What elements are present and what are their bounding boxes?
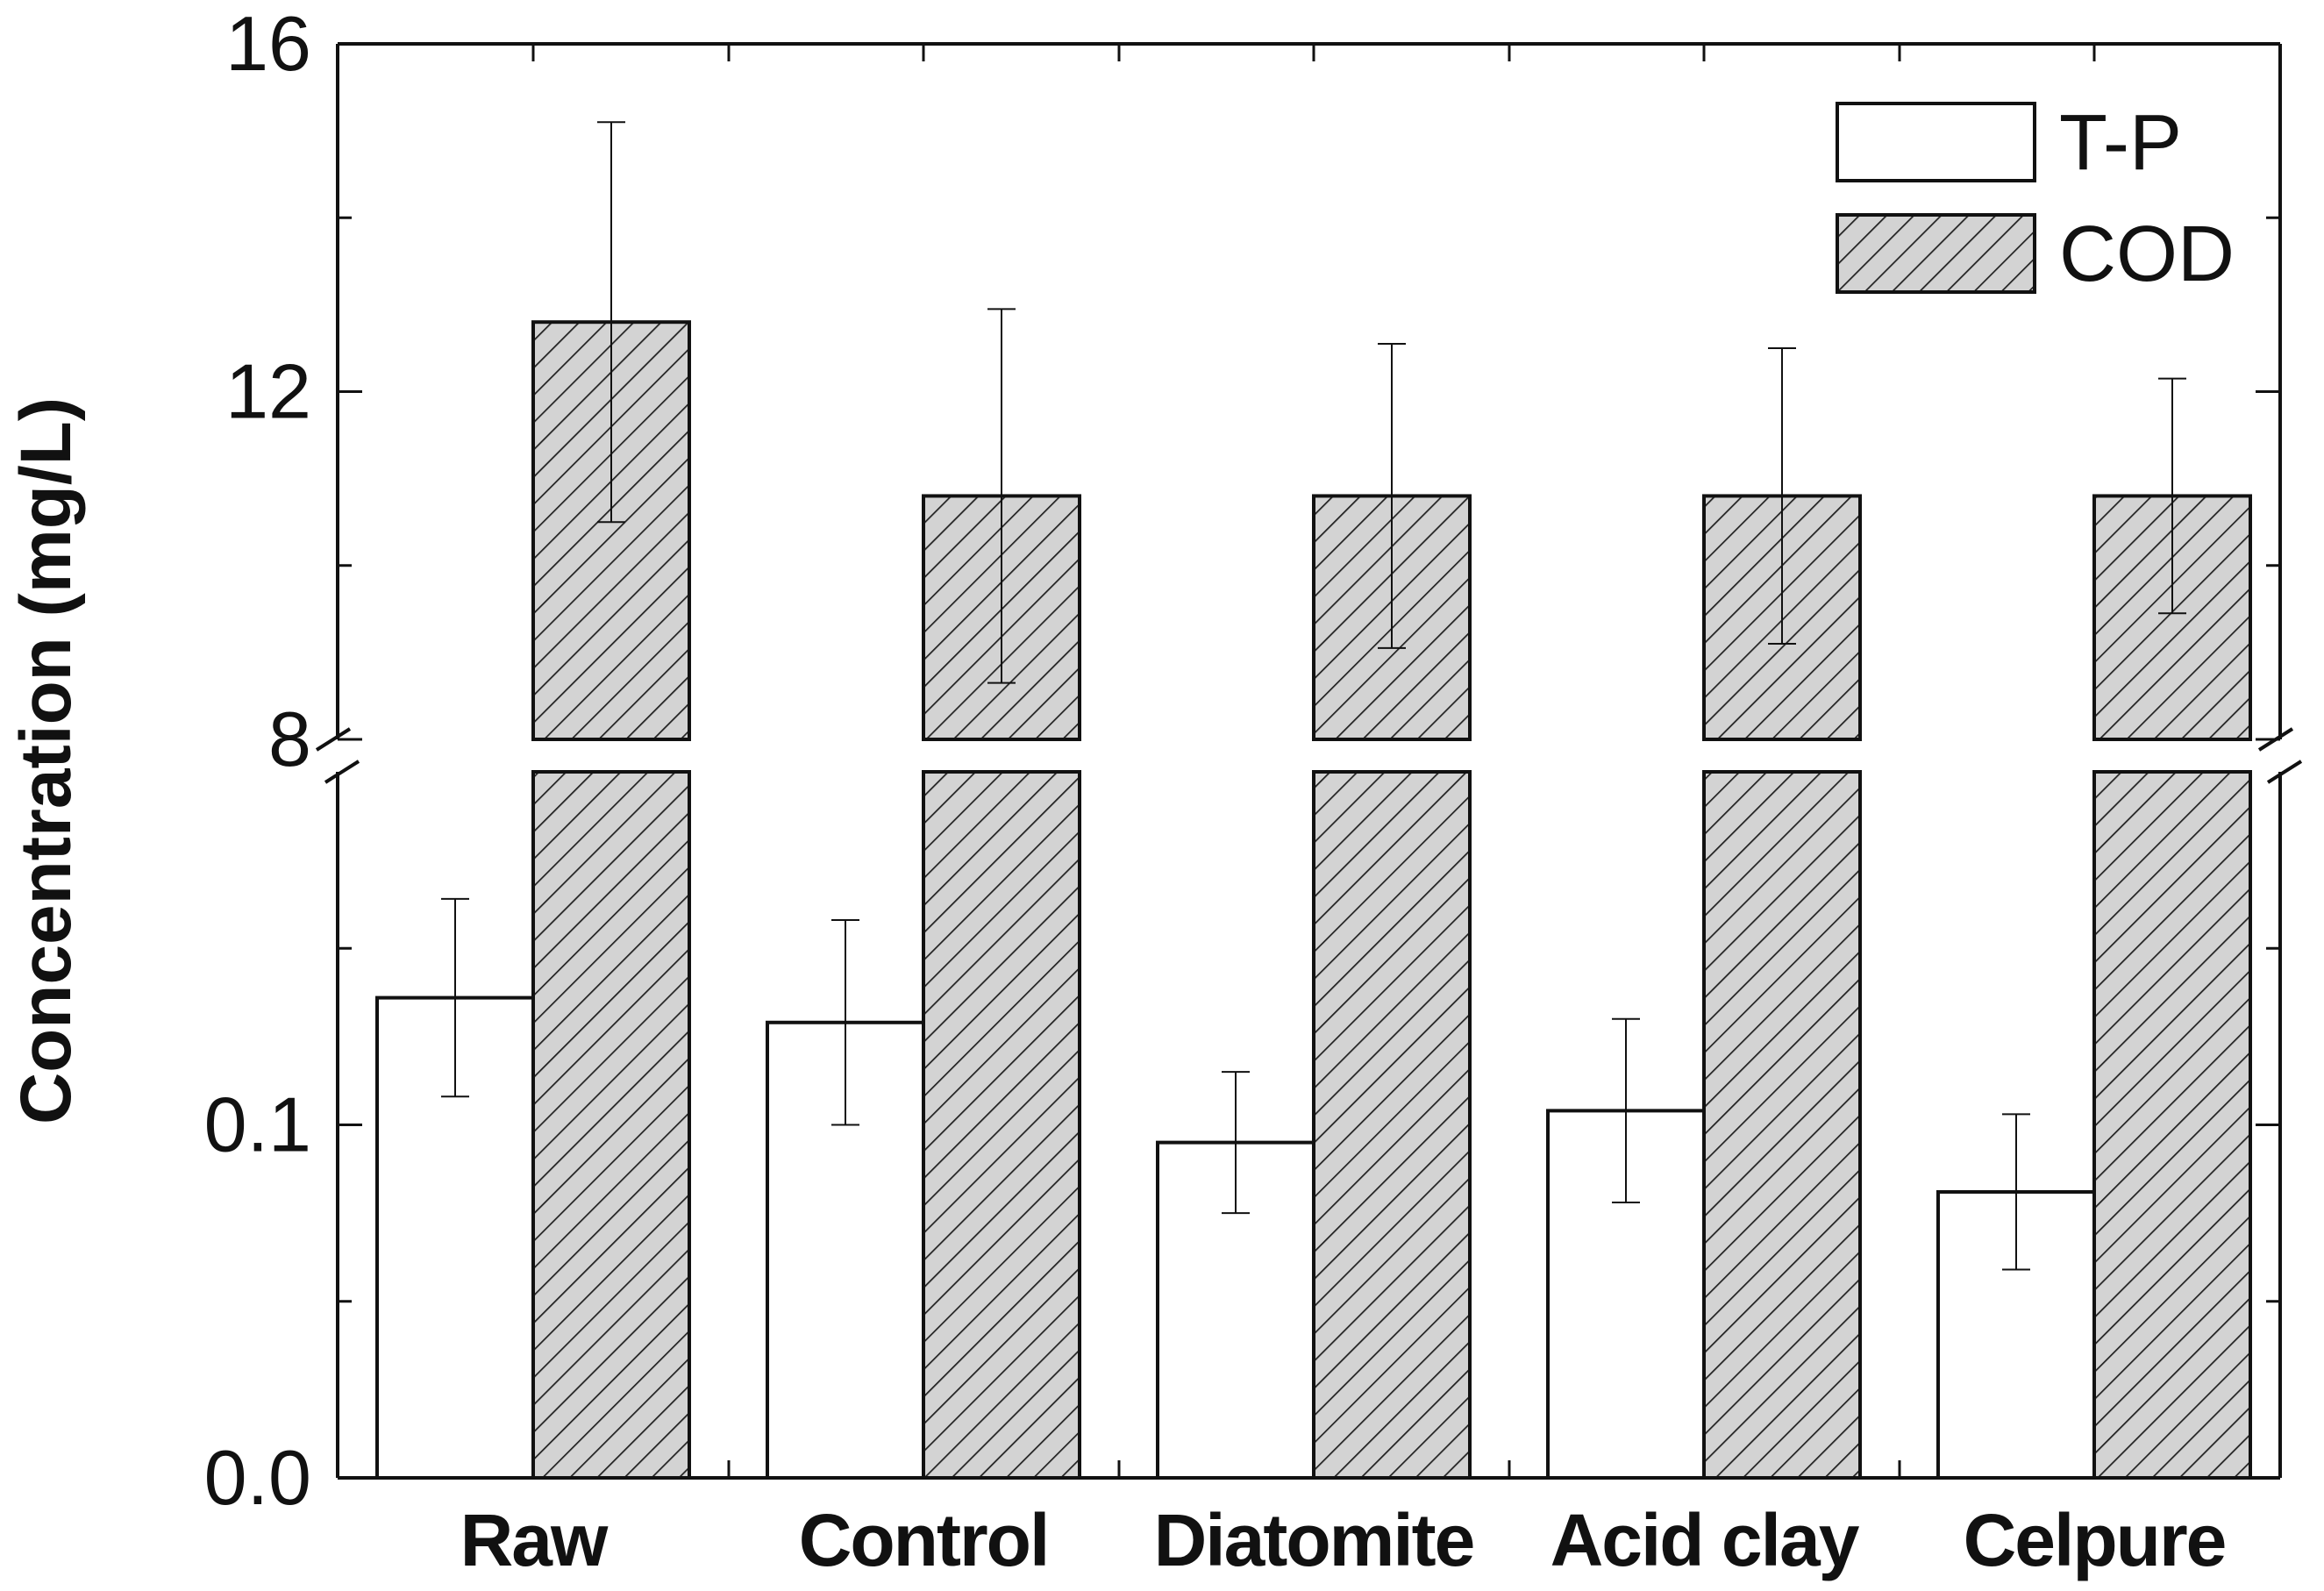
bar-cod-lower-3 bbox=[1702, 770, 1862, 1480]
y-axis-title: Concentration (mg/L) bbox=[6, 397, 86, 1124]
bar-cod-lower-4 bbox=[2092, 770, 2252, 1480]
bar-cod-lower-0 bbox=[531, 770, 691, 1480]
y-tick-label-lower-0: 0.0 bbox=[204, 1434, 311, 1521]
axis-break-gap bbox=[311, 741, 2306, 770]
x-tick-label-2: Diatomite bbox=[1154, 1499, 1474, 1581]
legend-swatch-tp bbox=[1836, 102, 2036, 182]
x-tick-label-3: Acid clay bbox=[1551, 1499, 1860, 1581]
break-mark-0-a bbox=[315, 727, 352, 752]
bar-cod-lower-2 bbox=[1312, 770, 1472, 1480]
legend-swatch-cod bbox=[1836, 213, 2036, 294]
x-tick-label-4: Celpure bbox=[1964, 1499, 2226, 1581]
legend-label-cod: COD bbox=[2059, 210, 2235, 298]
break-mark-1-b bbox=[2266, 760, 2303, 784]
break-mark-0-b bbox=[324, 760, 360, 784]
y-tick-label-upper-0: 8 bbox=[268, 696, 311, 782]
y-tick-label-lower-1: 0.1 bbox=[204, 1081, 311, 1168]
x-tick-label-1: Control bbox=[799, 1499, 1049, 1581]
x-tick-label-0: Raw bbox=[460, 1499, 609, 1581]
y-tick-label-upper-1: 12 bbox=[225, 348, 311, 435]
legend-label-tp: T-P bbox=[2059, 99, 2182, 187]
bar-cod-lower-1 bbox=[922, 770, 1081, 1480]
y-tick-label-upper-2: 16 bbox=[225, 0, 311, 87]
